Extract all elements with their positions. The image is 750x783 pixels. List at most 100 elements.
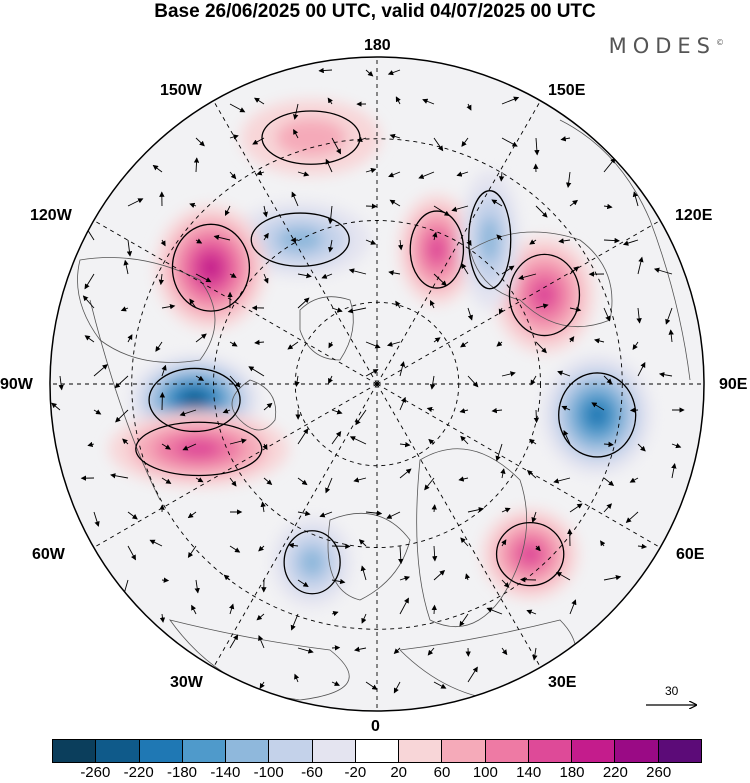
wind-vector: [467, 375, 479, 388]
lon-label-0: 0: [371, 718, 380, 735]
wind-vector: [535, 545, 541, 552]
wind-vector: [418, 171, 435, 179]
wind-vector: [356, 136, 367, 142]
wind-vector: [467, 666, 478, 683]
wind-vector: [297, 510, 311, 517]
logo-text: MODES: [608, 34, 716, 58]
contour-west-siberia: [508, 253, 581, 337]
wind-vector: [358, 539, 367, 547]
wind-vector: [355, 409, 367, 426]
wind-vector: [632, 191, 639, 207]
wind-vector: [182, 443, 197, 451]
wind-vector: [526, 609, 537, 615]
wind-vector: [361, 613, 367, 624]
wind-vector: [353, 477, 367, 483]
wind-vector: [632, 341, 639, 351]
contour-baltic-russia: [468, 190, 512, 290]
wind-vector: [461, 137, 469, 147]
wind-vector: [93, 511, 100, 527]
wind-vector: [256, 170, 265, 176]
wind-vector: [603, 441, 614, 448]
wind-vector: [569, 503, 583, 513]
wind-vector: [149, 539, 163, 547]
colorbar-swatch: [442, 740, 486, 762]
wind-vector: [325, 158, 333, 173]
wind-vector: [668, 329, 674, 343]
wind-vector: [603, 574, 622, 581]
wind-vector: [349, 436, 367, 445]
wind-vector: [431, 504, 437, 513]
wind-vector: [530, 375, 537, 386]
wind-vector: [365, 239, 377, 245]
wind-vector: [603, 157, 616, 173]
wind-vector: [365, 167, 377, 174]
wind-vector: [229, 603, 235, 615]
wind-vector: [259, 681, 265, 689]
wind-vector: [258, 635, 265, 649]
meridian-line: [376, 100, 541, 385]
wind-vector: [191, 604, 197, 615]
wind-vector: [636, 307, 642, 324]
wind-vector: [253, 97, 265, 105]
wind-vector: [432, 231, 438, 241]
wind-vector: [500, 468, 506, 479]
wind-vector: [328, 375, 333, 384]
colorbar-swatch: [96, 740, 140, 762]
wind-vector: [386, 341, 401, 347]
wind-vector: [120, 306, 129, 312]
wind-vector: [297, 171, 310, 177]
wind-vector: [297, 647, 314, 654]
lon-label-60w: 60W: [32, 546, 65, 563]
wind-vector: [603, 375, 613, 385]
wind-vector: [625, 511, 639, 523]
wind-vector: [327, 205, 334, 225]
wind-reference-arrow: [646, 698, 704, 712]
wind-vector: [195, 375, 205, 381]
wind-vector: [637, 543, 648, 550]
wind-vector: [348, 268, 367, 275]
lon-label-90e: 90E: [719, 376, 748, 393]
wind-vector: [161, 364, 167, 377]
wind-vector: [399, 597, 409, 615]
anomaly-blob-pacific-northeast: [275, 118, 346, 157]
wind-vector: [501, 647, 508, 656]
wind-vector: [229, 634, 239, 649]
wind-vector: [600, 540, 606, 547]
wind-vector: [466, 239, 472, 246]
anomaly-blob-baltic-russia: [479, 216, 500, 264]
colorbar-tick-label: -180: [166, 764, 198, 781]
wind-vector: [563, 430, 571, 445]
wind-vector: [252, 137, 265, 145]
wind-vector: [466, 103, 472, 111]
wind-vector: [535, 341, 547, 354]
wind-vector: [263, 273, 269, 284]
meridian-line: [213, 100, 378, 385]
wind-vector: [388, 171, 401, 178]
lon-label-120w: 120W: [30, 207, 72, 224]
wind-vector: [229, 341, 238, 347]
wind-vector: [637, 443, 646, 452]
wind-vector: [387, 69, 401, 76]
wind-vector: [114, 375, 129, 389]
meridian-line: [376, 383, 661, 548]
wind-vector: [161, 443, 171, 450]
colorbar-swatch: [312, 740, 356, 762]
wind-vector: [213, 234, 231, 241]
wind-vector: [365, 369, 379, 377]
wind-vector: [568, 336, 575, 343]
wind-vector: [354, 646, 367, 652]
wind-vector: [399, 441, 411, 448]
wind-vector: [671, 463, 677, 479]
wind-vector: [347, 307, 367, 314]
wind-vector: [603, 477, 615, 487]
wind-vector: [433, 137, 444, 152]
anomaly-blob-bering: [298, 547, 326, 578]
wind-vector: [229, 545, 241, 553]
wind-vector: [229, 171, 237, 180]
wind-vector: [431, 545, 438, 562]
colorbar-swatch: [139, 740, 183, 762]
wind-vector: [123, 259, 129, 275]
wind-vector: [399, 575, 411, 581]
wind-vector: [160, 239, 166, 247]
wind-vector: [229, 438, 247, 445]
